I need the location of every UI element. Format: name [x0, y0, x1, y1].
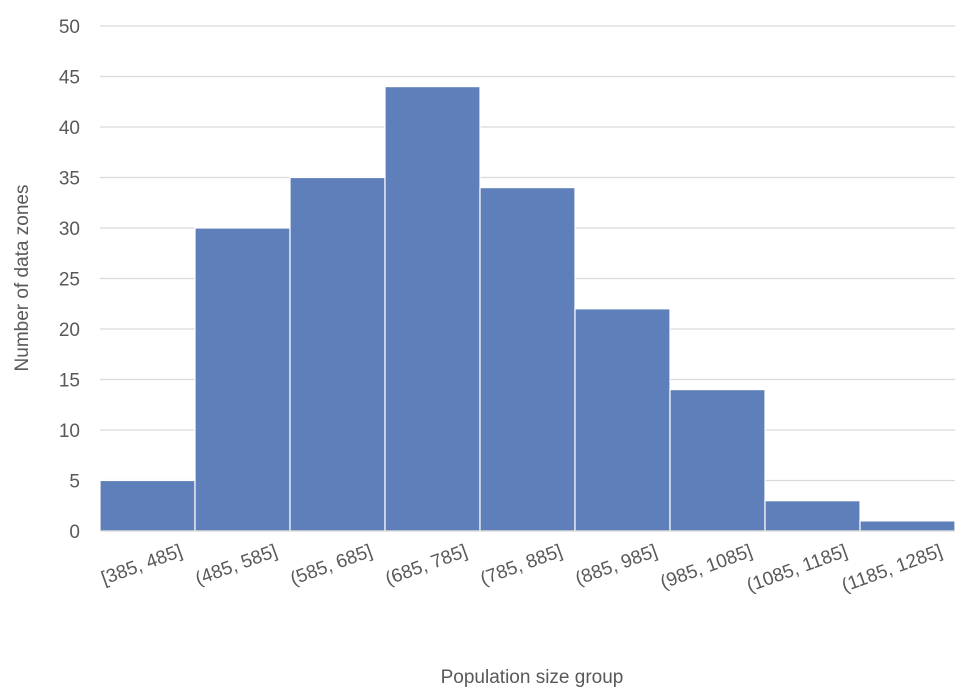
y-tick-label: 30 [59, 219, 80, 240]
y-tick-label: 10 [59, 421, 80, 442]
bars [99, 85, 955, 532]
y-tick-label: 0 [69, 522, 80, 543]
x-tick-label: (1085, 1185] [744, 541, 850, 597]
y-tick-label: 50 [59, 17, 80, 38]
x-tick-label: (785, 885] [478, 541, 566, 590]
x-tick-labels: [385, 485] (485, 585] (585, 685] (685, 785]… [99, 541, 946, 597]
x-tick-label: (885, 985] [573, 541, 661, 590]
bar [384, 85, 481, 532]
x-tick-label: (985, 1085] [658, 541, 756, 594]
x-tick-label: (685, 785] [383, 541, 471, 590]
y-tick-labels: 0 5 10 15 20 25 30 35 40 45 50 [59, 17, 80, 543]
bar [669, 389, 766, 532]
y-tick-label: 20 [59, 320, 80, 341]
x-tick-label: [385, 485] [99, 541, 186, 590]
x-axis-title: Population size group [441, 667, 624, 688]
bar [99, 479, 196, 532]
y-tick-label: 35 [59, 169, 80, 190]
bar [859, 520, 955, 532]
bar [764, 500, 861, 532]
y-tick-label: 45 [59, 68, 80, 89]
bar [574, 308, 671, 532]
bar [289, 176, 386, 532]
bar [194, 227, 291, 532]
y-axis-title: Number of data zones [12, 185, 33, 372]
y-tick-label: 25 [59, 270, 80, 291]
x-tick-label: (485, 585] [193, 541, 281, 590]
x-tick-label: (585, 685] [288, 541, 376, 590]
y-tick-label: 40 [59, 118, 80, 139]
y-tick-label: 5 [69, 472, 80, 493]
bar [479, 187, 576, 532]
y-tick-label: 15 [59, 371, 80, 392]
x-tick-label: (1185, 1285] [839, 541, 945, 597]
